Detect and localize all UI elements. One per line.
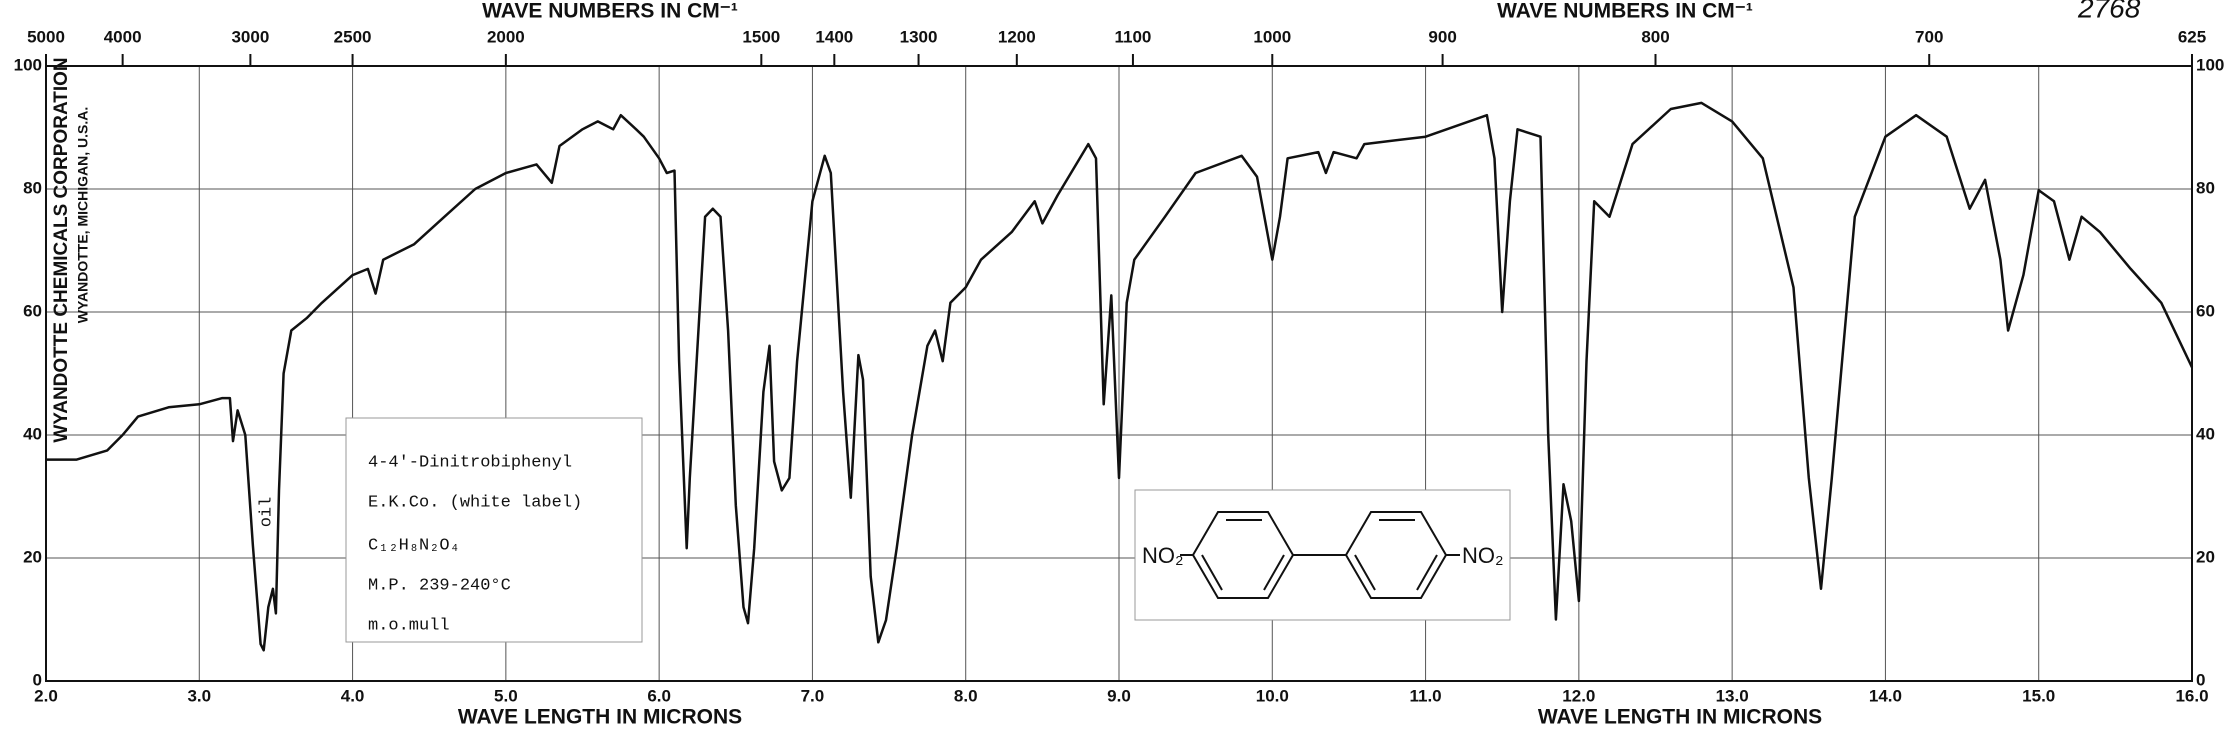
x-tick-label: 3.0: [187, 686, 211, 705]
x-tick-label: 16.0: [2175, 686, 2208, 705]
x-tick-label: 11.0: [1409, 686, 1441, 705]
x-tick-label: 4.0: [341, 686, 365, 705]
x2-tick-label: 4000: [104, 27, 142, 46]
x2-tick-label: 700: [1915, 27, 1943, 46]
spectrum-line: [46, 101, 2194, 652]
x-tick-label: 10.0: [1256, 686, 1289, 705]
top-axis-title: WAVE NUMBERS IN CM⁻¹: [482, 0, 738, 23]
bottom-axis-title: WAVE LENGTH IN MICRONS: [458, 706, 742, 729]
y-tick-label: 100: [14, 55, 42, 74]
y-tick-label: 100: [2196, 55, 2224, 74]
sample-name: 4-4'-Dinitrobiphenyl: [368, 453, 572, 472]
spectrum-number: 2768: [2077, 0, 2141, 23]
nitro-label: NO₂: [1142, 543, 1184, 568]
x-tick-label: 8.0: [954, 686, 978, 705]
plot-frame: [45, 65, 2193, 682]
x-tick-label: 13.0: [1716, 686, 1749, 705]
x2-tick-label: 1200: [998, 27, 1036, 46]
sample-mp: M.P. 239-240°C: [368, 576, 511, 595]
oil-annotation: oil: [257, 497, 276, 528]
x2-tick-label: 3000: [231, 27, 269, 46]
company-location: WYANDOTTE, MICHIGAN, U.S.A.: [75, 107, 91, 324]
x2-tick-label: 625: [2178, 27, 2206, 46]
x-tick-label: 5.0: [494, 686, 518, 705]
x-tick-label: 15.0: [2022, 686, 2055, 705]
x2-tick-label: 1000: [1253, 27, 1291, 46]
x2-tick-label: 800: [1641, 27, 1669, 46]
y-tick-label: 40: [2196, 424, 2215, 443]
nitro-label: NO₂: [1462, 543, 1504, 568]
y-tick-label: 60: [2196, 301, 2215, 320]
top-axis-title: WAVE NUMBERS IN CM⁻¹: [1497, 0, 1753, 23]
x2-tick-label: 2000: [487, 27, 525, 46]
company: WYANDOTTE CHEMICALS CORPORATION: [51, 57, 72, 442]
x-tick-label: 9.0: [1107, 686, 1131, 705]
sample-source: E.K.Co. (white label): [368, 493, 582, 512]
y-tick-label: 20: [23, 547, 42, 566]
y-tick-label: 20: [2196, 547, 2215, 566]
x2-tick-label: 1100: [1114, 27, 1151, 46]
y-tick-label: 0: [2196, 670, 2205, 689]
x-tick-label: 7.0: [801, 686, 825, 705]
x2-tick-label: 1400: [815, 27, 853, 46]
y-tick-label: 60: [23, 301, 42, 320]
info-box: [345, 417, 643, 643]
x-tick-label: 2.0: [34, 686, 58, 705]
bottom-axis-title: WAVE LENGTH IN MICRONS: [1538, 706, 1822, 729]
x2-tick-label: 900: [1428, 27, 1456, 46]
double-bonds: [1201, 519, 1438, 591]
y-tick-label: 0: [33, 670, 42, 689]
y-tick-label: 80: [23, 178, 42, 197]
x2-tick-label: 5000: [27, 27, 65, 46]
sample-method: m.o.mull: [368, 616, 450, 635]
x2-tick-label: 2500: [334, 27, 372, 46]
sample-formula: C₁₂H₈N₂O₄: [368, 536, 460, 555]
y-tick-label: 80: [2196, 178, 2215, 197]
x-tick-label: 14.0: [1869, 686, 1902, 705]
plot-layer: 0 0 20 20 40 40 60 60 80 80 100 100 2.0 3.0 4.0 5.0 6.0 7…: [14, 27, 2225, 705]
structure: NO₂ NO₂: [1134, 489, 1511, 621]
x-tick-label: 6.0: [647, 686, 671, 705]
x-tick-label: 12.0: [1562, 686, 1595, 705]
x2-tick-label: 1500: [742, 27, 780, 46]
x2-tick-label: 1300: [900, 27, 938, 46]
y-tick-label: 40: [23, 424, 42, 443]
